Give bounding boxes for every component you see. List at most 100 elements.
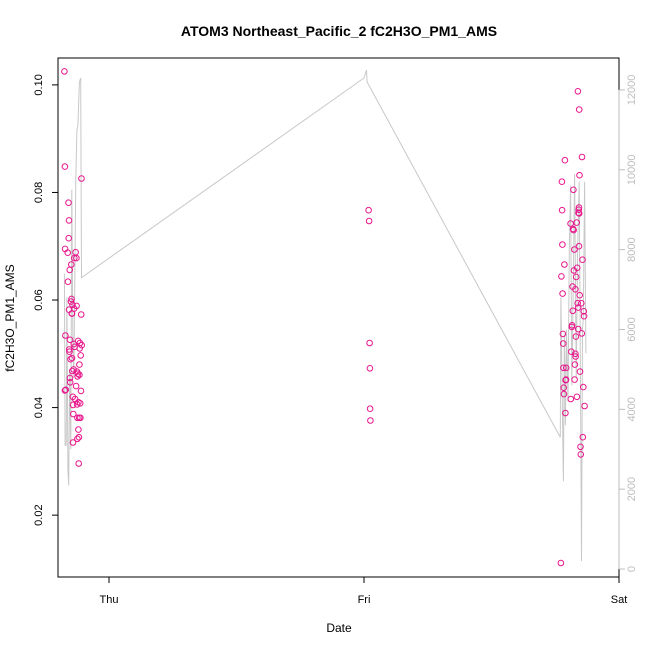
data-point — [74, 373, 81, 380]
data-point — [572, 350, 579, 358]
data-point — [74, 435, 81, 443]
data-point — [69, 439, 77, 446]
y-tick-label: 0.04 — [33, 397, 45, 418]
data-point — [68, 354, 76, 362]
data-point — [70, 410, 77, 418]
chart-title: ATOM3 Northeast_Pacific_2 fC2H3O_PM1_AMS — [181, 23, 497, 39]
data-point — [579, 256, 586, 264]
data-point — [77, 387, 85, 395]
data-point — [572, 286, 579, 293]
data-point — [70, 340, 78, 348]
data-point — [70, 366, 77, 373]
data-point — [366, 405, 374, 413]
data-point — [65, 217, 73, 224]
data-point — [61, 163, 69, 170]
data-point — [575, 242, 583, 250]
data-point — [75, 426, 82, 433]
data-point — [576, 171, 583, 179]
y2-tick-label: 10000 — [626, 154, 638, 185]
left-axis: 0.02 0.04 0.06 0.08 0.10 — [33, 74, 58, 526]
y-tick-label: 0.06 — [33, 289, 45, 310]
data-point — [574, 304, 582, 311]
x-tick-label: Thu — [100, 594, 119, 606]
data-point — [570, 186, 577, 194]
data-point — [72, 382, 80, 390]
data-point — [561, 261, 568, 268]
data-point — [61, 68, 68, 75]
data-point — [567, 220, 574, 227]
data-point — [572, 333, 580, 340]
data-point — [580, 383, 587, 391]
y-tick-label: 0.08 — [33, 182, 45, 203]
data-point — [75, 433, 83, 441]
data-point — [559, 241, 566, 248]
data-point — [73, 302, 80, 310]
data-point — [75, 460, 82, 467]
data-point — [66, 348, 73, 356]
data-point — [366, 365, 374, 372]
bottom-axis: Thu Fri Sat — [100, 576, 628, 606]
x-axis-label: Date — [326, 621, 352, 635]
data-point — [65, 199, 72, 206]
data-point — [575, 206, 583, 213]
data-point — [68, 261, 75, 268]
data-point — [577, 443, 584, 451]
y2-tick-label: 0 — [626, 566, 638, 572]
y2-tick-label: 8000 — [626, 237, 638, 261]
data-point — [65, 346, 73, 353]
data-point — [68, 295, 75, 303]
data-point — [77, 414, 84, 422]
data-point — [578, 330, 586, 337]
data-point — [77, 311, 85, 318]
data-point — [558, 206, 566, 214]
data-point — [73, 254, 80, 262]
data-point — [572, 353, 579, 360]
data-point — [573, 219, 581, 226]
data-point — [62, 332, 69, 339]
data-point — [575, 106, 583, 113]
data-point — [571, 376, 578, 383]
data-point — [67, 298, 75, 305]
data-point — [560, 384, 568, 392]
data-point — [74, 414, 81, 422]
line-series — [63, 69, 587, 562]
plot-frame — [57, 57, 620, 578]
data-point — [64, 278, 72, 286]
data-point — [568, 322, 576, 329]
data-point — [573, 393, 581, 401]
data-point — [557, 559, 565, 567]
data-point — [74, 337, 82, 345]
x-tick-label: Sat — [611, 594, 628, 606]
series-line — [63, 69, 587, 562]
data-point — [577, 451, 585, 458]
data-point — [365, 206, 372, 214]
data-point — [580, 312, 588, 320]
data-point — [562, 364, 570, 372]
data-point — [569, 307, 577, 315]
data-point — [567, 395, 575, 403]
data-point — [574, 88, 582, 95]
data-point — [571, 246, 578, 253]
data-point — [562, 376, 570, 383]
data-point — [572, 273, 580, 281]
data-point — [559, 340, 567, 347]
data-point — [64, 249, 71, 256]
data-point — [558, 178, 566, 185]
y2-tick-label: 2000 — [626, 477, 638, 501]
data-point — [76, 371, 83, 379]
y2-tick-label: 6000 — [626, 317, 638, 341]
data-point — [573, 264, 581, 272]
data-point — [77, 352, 84, 359]
data-point — [579, 433, 587, 441]
data-point — [66, 336, 74, 344]
data-point — [574, 299, 582, 307]
data-point — [78, 175, 85, 182]
data-point — [578, 299, 585, 307]
y-axis-label: fC2H3O_PM1_AMS — [3, 264, 17, 371]
data-point — [78, 341, 85, 349]
data-point — [580, 308, 588, 315]
data-point — [581, 402, 588, 410]
right-axis: 0 2000 4000 6000 8000 10000 12000 — [618, 75, 638, 572]
data-point — [71, 254, 78, 262]
